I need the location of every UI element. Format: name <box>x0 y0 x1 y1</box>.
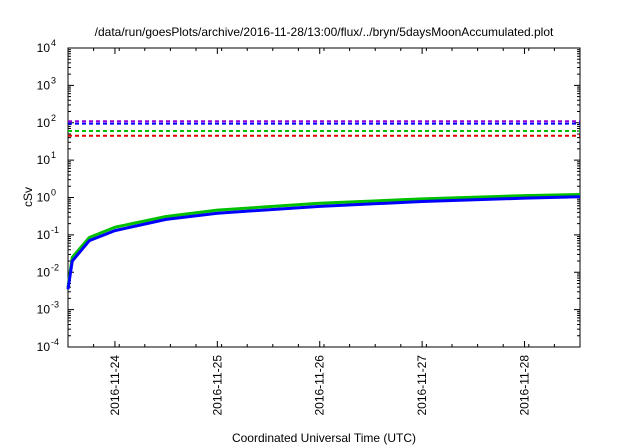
y-tick-label: 10 <box>37 78 51 92</box>
y-tick-exponent: -1 <box>51 225 59 235</box>
y-tick-label: 10 <box>37 303 51 317</box>
x-tick-label: 2016-11-25 <box>210 355 224 416</box>
y-tick-exponent: 2 <box>51 113 56 123</box>
x-axis-label: Coordinated Universal Time (UTC) <box>232 431 416 445</box>
x-tick-label: 2016-11-26 <box>313 355 327 416</box>
y-tick-exponent: 1 <box>51 150 56 160</box>
y-tick-exponent: -3 <box>51 300 59 310</box>
x-tick-label: 2016-11-27 <box>415 355 429 416</box>
y-tick-label: 10 <box>37 116 51 130</box>
y-tick-label: 10 <box>37 228 51 242</box>
y-tick-label: 10 <box>37 191 51 205</box>
y-tick-label: 10 <box>37 41 51 55</box>
y-tick-exponent: -2 <box>51 262 59 272</box>
y-tick-exponent: 4 <box>51 38 56 48</box>
y-tick-exponent: 3 <box>51 75 56 85</box>
y-tick-label: 10 <box>37 340 51 354</box>
series-layer <box>66 120 581 290</box>
y-tick-exponent: 0 <box>51 188 56 198</box>
series-5-line <box>66 195 581 290</box>
x-tick-label: 2016-11-24 <box>108 355 122 416</box>
y-tick-exponent: -4 <box>51 337 59 347</box>
x-ticks: 2016-11-24 2016-11-25 2016-11-26 2016-11-27… <box>67 48 581 416</box>
y-tick-label: 10 <box>37 153 51 167</box>
series-4-line <box>66 193 581 288</box>
chart-title: /data/run/goesPlots/archive/2016-11-28/1… <box>95 25 554 39</box>
y-axis-label: cSv <box>21 187 35 207</box>
y-tick-label: 10 <box>37 265 51 279</box>
x-tick-label: 2016-11-28 <box>518 355 532 416</box>
